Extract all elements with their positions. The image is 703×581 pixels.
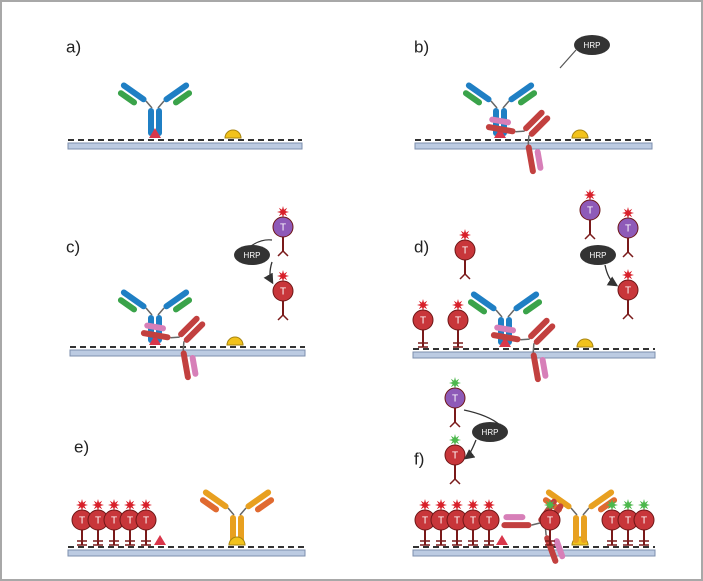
label-star [277, 206, 289, 218]
label-star [449, 434, 461, 446]
label-star [638, 499, 650, 511]
chain [581, 515, 587, 543]
hrp-label: HRP [482, 428, 499, 437]
tyramide-label: T [486, 516, 492, 527]
panel-label: b) [414, 37, 429, 56]
hrp-label: HRP [584, 41, 601, 50]
tyramide-label: T [641, 516, 647, 527]
tyramide-label: T [587, 206, 593, 217]
panel-label: e) [74, 437, 89, 456]
tyramide-label: T [438, 516, 444, 527]
slide [413, 550, 655, 556]
tyramide-label: T [111, 516, 117, 527]
label-star [449, 377, 461, 389]
panel-label: c) [66, 237, 80, 256]
label-star [622, 269, 634, 281]
label-star [606, 499, 618, 511]
tyramide-label: T [625, 516, 631, 527]
slide [415, 143, 652, 149]
tyramide-label: T [625, 224, 631, 235]
tyramide-label: T [470, 516, 476, 527]
tyramide-label: T [280, 223, 286, 234]
label-star [452, 299, 464, 311]
tyramide-label: T [79, 516, 85, 527]
label-star [459, 229, 471, 241]
label-star [277, 270, 289, 282]
tyramide-label: T [454, 516, 460, 527]
label-star [622, 207, 634, 219]
tyramide-label: T [95, 516, 101, 527]
label-star [544, 499, 556, 511]
panel-label: a) [66, 37, 81, 56]
chain [503, 514, 525, 520]
label-star [108, 499, 120, 511]
tyramide-label: T [462, 246, 468, 257]
tyramide-label: T [609, 516, 615, 527]
label-star [483, 499, 495, 511]
tyramide-label: T [127, 516, 133, 527]
page: a) b) c) d) e) f) HRPHRPTTHRPTTTTTTTTTTT… [0, 0, 703, 581]
tyramide-label: T [143, 516, 149, 527]
slide [68, 143, 302, 149]
hrp-label: HRP [244, 251, 261, 260]
label-star [140, 499, 152, 511]
panel-label: f) [414, 449, 424, 468]
label-star [451, 499, 463, 511]
label-star [622, 499, 634, 511]
label-star [584, 189, 596, 201]
figure: a) b) c) d) e) f) HRPHRPTTHRPTTTTTTTTTTT… [0, 0, 703, 581]
hrp-label: HRP [590, 251, 607, 260]
label-star [467, 499, 479, 511]
frame [1, 1, 702, 580]
panel-label: d) [414, 237, 429, 256]
tyramide-label: T [280, 287, 286, 298]
tyramide-label: T [420, 316, 426, 327]
label-star [435, 499, 447, 511]
tyramide-label: T [452, 394, 458, 405]
label-star [419, 499, 431, 511]
label-star [417, 299, 429, 311]
tyramide-label: T [625, 286, 631, 297]
tyramide-label: T [422, 516, 428, 527]
label-star [92, 499, 104, 511]
slide [70, 350, 305, 356]
tyramide-label: T [547, 516, 553, 527]
label-star [124, 499, 136, 511]
chain [573, 515, 579, 543]
label-star [76, 499, 88, 511]
tyramide-label: T [452, 451, 458, 462]
slide [68, 550, 305, 556]
chain [501, 522, 531, 528]
tyramide-label: T [455, 316, 461, 327]
